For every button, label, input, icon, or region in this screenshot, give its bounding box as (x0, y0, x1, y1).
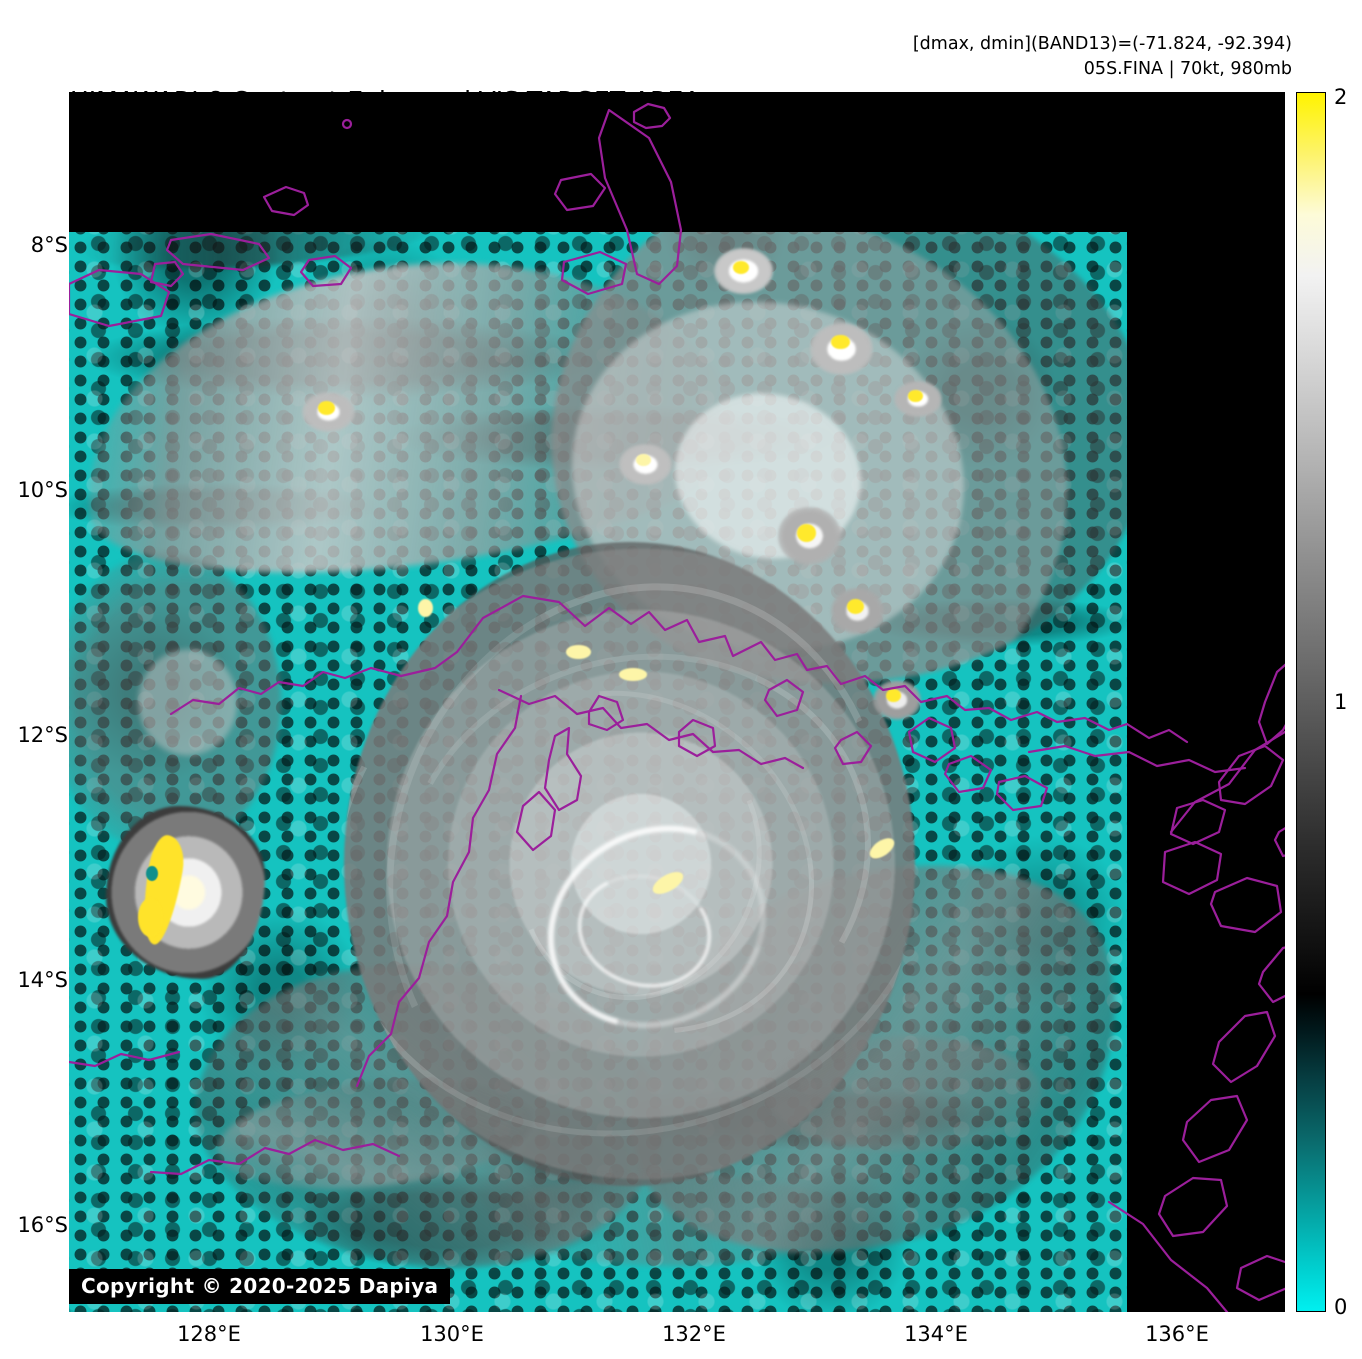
copyright-wrapper: Copyright © 2020-2025 Dapiya (69, 1269, 451, 1304)
overshoot-core-c-1 (566, 645, 591, 659)
x-axis-tick-128E: 128°E (177, 1322, 241, 1346)
metadata-annotation: [dmax, dmin](BAND13)=(-71.824, -92.394) … (913, 32, 1292, 83)
convective-core-west-secondary (137, 898, 164, 938)
overshoot-core-ne-4 (796, 524, 816, 542)
y-axis-tick-16S: 16°S (17, 1213, 68, 1237)
overshoot-core-ne-3 (907, 389, 923, 403)
no-data-region-top (69, 162, 1127, 232)
x-axis-tick-132E: 132°E (662, 1322, 726, 1346)
y-axis-tick-14S: 14°S (17, 968, 68, 992)
satellite-image-plot[interactable]: Copyright © 2020-2025 Dapiya (69, 92, 1285, 1312)
low-cloud-streak-se (767, 1036, 1043, 1151)
colorbar-tick-0: 0 (1334, 1295, 1348, 1319)
low-cloud-streak-s (492, 1174, 852, 1266)
overshoot-core-nw-1 (317, 401, 335, 415)
y-axis-tick-8S: 8°S (30, 233, 68, 257)
x-axis-tick-130E: 130°E (420, 1322, 484, 1346)
convective-cell-west (106, 806, 265, 979)
overshoot-core-e-1 (885, 688, 901, 703)
y-axis-tick-10S: 10°S (17, 478, 68, 502)
overshoot-core-c-3 (418, 599, 433, 618)
colorbar[interactable] (1296, 92, 1326, 1312)
x-axis-tick-134E: 134°E (904, 1322, 968, 1346)
storm-info-text: 05S.FINA | 70kt, 980mb (1083, 59, 1292, 80)
band-range-text: [dmax, dmin](BAND13)=(-71.824, -92.394) (912, 34, 1292, 54)
colorbar-tick-1: 1 (1334, 690, 1348, 714)
swath-data-region (69, 162, 1127, 1312)
overshoot-core-ne-1 (733, 260, 750, 274)
overshoot-core-ne-2 (830, 334, 850, 350)
convective-cell-west-gap (146, 865, 158, 881)
colorbar-tick-2: 2 (1334, 85, 1348, 109)
overshoot-core-c-2 (619, 668, 647, 681)
y-axis-tick-12S: 12°S (17, 723, 68, 747)
satellite-swath (69, 92, 1285, 1312)
copyright-text: Copyright © 2020-2025 Dapiya (69, 1269, 451, 1304)
overshoot-core-ne-5 (846, 599, 864, 614)
x-axis-tick-136E: 136°E (1145, 1322, 1209, 1346)
overshoot-core-n-1 (636, 454, 651, 466)
